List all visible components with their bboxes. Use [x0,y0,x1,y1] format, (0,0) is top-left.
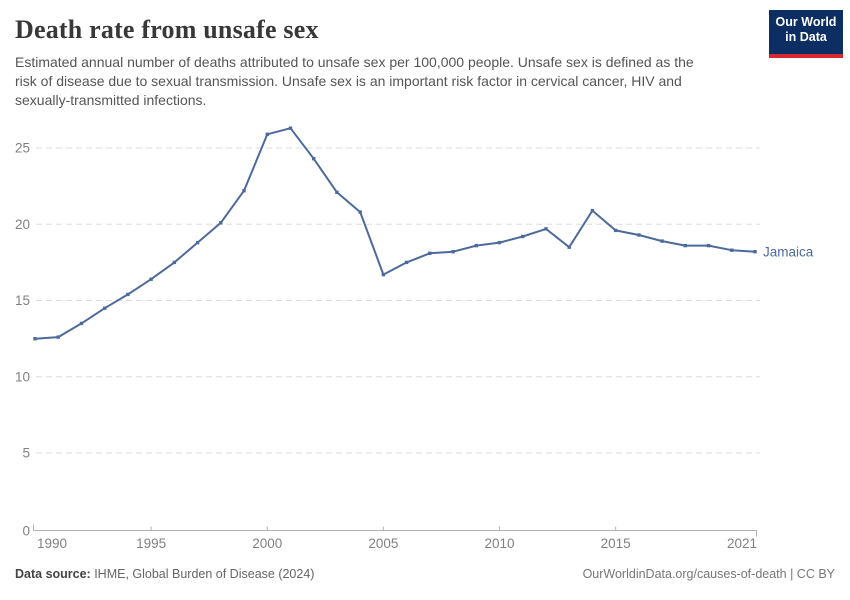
y-tick-label: 10 [15,369,30,384]
data-point-marker [428,251,432,255]
data-point-marker [497,240,502,245]
data-point-marker [567,245,571,249]
y-tick-label: 15 [15,293,30,308]
data-point-marker [56,335,60,339]
data-point-marker [404,260,409,265]
subtitle-line: risk of disease due to sexual transmissi… [15,73,682,89]
data-point-marker [706,243,711,248]
data-point-marker [683,243,687,248]
data-point-marker [172,260,177,265]
data-point-marker [149,277,153,281]
data-point-marker [219,221,223,225]
series-line[interactable] [34,127,756,340]
data-point-marker [730,248,734,252]
data-point-marker [195,240,200,245]
owid-logo-line2: in Data [785,30,827,44]
series-label[interactable]: Jamaica [763,244,814,259]
x-tick-label: 2010 [484,536,514,551]
data-point-marker [33,337,37,341]
y-tick-label: 25 [15,141,30,156]
y-tick-label: 0 [22,523,30,538]
x-tick-label: 1990 [37,536,67,551]
x-tick-label: 2000 [252,536,282,551]
chart-subtitle: Estimated annual number of deaths attrib… [15,53,694,110]
credit-link[interactable]: OurWorldinData.org/causes-of-death | CC … [582,567,835,581]
data-point-marker [288,126,293,130]
y-tick-label: 5 [22,446,30,461]
data-point-marker [381,272,386,277]
data-point-marker [242,189,246,193]
data-point-marker [613,228,618,233]
subtitle-line: sexually-transmitted infections. [15,92,207,108]
data-point-marker [590,208,595,213]
data-point-marker [753,250,757,254]
data-point-marker [474,243,478,248]
owid-logo-red-bar [769,54,843,58]
data-point-marker [451,250,455,254]
data-point-marker [544,227,548,231]
page-title: Death rate from unsafe sex [15,15,319,44]
subtitle-line: Estimated annual number of deaths attrib… [15,54,694,70]
data-source-text: IHME, Global Burden of Disease (2024) [90,567,315,581]
data-point-marker [358,210,362,214]
owid-logo[interactable]: Our World in Data [769,10,843,54]
data-point-marker [126,292,130,297]
data-source-note: Data source: IHME, Global Burden of Dise… [15,567,314,581]
x-tick-label: 2005 [368,536,398,551]
x-tick-label: 1995 [136,536,166,551]
data-point-marker [312,157,316,161]
data-point-marker [103,306,107,310]
data-point-marker [521,234,525,239]
data-point-marker [637,233,641,237]
y-tick-label: 20 [15,217,30,232]
data-point-marker [660,239,664,243]
data-point-marker [79,321,84,326]
data-point-marker [335,190,339,194]
data-point-marker [265,132,269,136]
owid-logo-line1: Our World [775,15,837,29]
x-tick-label: 2015 [601,536,631,551]
data-source-label: Data source: [15,567,91,581]
x-tick-label: 2021 [727,536,757,551]
